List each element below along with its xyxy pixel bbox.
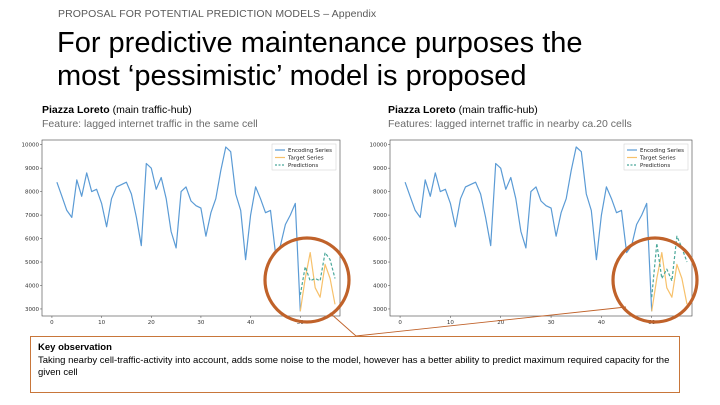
left-y-tick-label: 9000 xyxy=(25,166,39,172)
slide-title: For predictive maintenance purposes the … xyxy=(57,27,697,93)
left-legend-box xyxy=(271,143,337,171)
right-connector-line xyxy=(355,306,627,337)
right-y-tick-label: 9000 xyxy=(373,166,387,172)
left-legend-label-predictions: Predictions xyxy=(288,163,318,169)
left-x-tick-label: 10 xyxy=(98,320,105,326)
left-connector-line xyxy=(329,312,357,337)
right-target-series-line xyxy=(651,252,688,312)
left-chart: 3000 4000 5000 6000 7000 8000 9000 10000 0 10 20 30… xyxy=(22,139,351,326)
right-x-tick-label: 0 xyxy=(398,320,402,326)
slide-title-line-1: For predictive maintenance purposes the xyxy=(57,27,583,59)
key-observation-text: Taking nearby cell-traffic-activity into… xyxy=(38,354,670,379)
left-y-tick-label: 5000 xyxy=(25,260,39,266)
right-panel-location: Piazza Loreto xyxy=(388,104,456,116)
slide-kicker: PROPOSAL FOR POTENTIAL PREDICTION MODELS… xyxy=(58,8,377,20)
right-encoding-series-line xyxy=(404,146,653,312)
right-y-tick-label: 7000 xyxy=(373,213,387,219)
left-predictions-line xyxy=(299,252,336,296)
left-legend-label-target-series: Target Series xyxy=(287,156,324,162)
left-panel-location-note: (main traffic-hub) xyxy=(109,104,192,116)
right-x-tick-label: 10 xyxy=(447,320,454,326)
right-chart: 3000 4000 5000 6000 7000 8000 9000 10000 0 10 20 30… xyxy=(370,139,699,326)
left-panel-location: Piazza Loreto xyxy=(42,104,110,116)
left-panel-header: Piazza Loreto (main traffic-hub) Feature… xyxy=(42,103,258,131)
key-observation-box: Key observation Taking nearby cell-traff… xyxy=(30,336,680,393)
left-y-tick-label: 4000 xyxy=(25,283,39,289)
key-observation-title: Key observation xyxy=(38,342,112,353)
right-panel-location-note: (main traffic-hub) xyxy=(455,104,538,116)
right-y-tick-label: 10000 xyxy=(370,143,388,149)
left-legend-label-encoding-series: Encoding Series xyxy=(288,148,332,154)
left-encoding-series-line xyxy=(56,146,301,312)
right-y-tick-label: 4000 xyxy=(373,283,387,289)
left-y-tick-label: 8000 xyxy=(25,190,39,196)
right-x-tick-label: 30 xyxy=(548,320,555,326)
left-panel-feature: Feature: lagged internet traffic in the … xyxy=(42,118,258,130)
slide-title-line-2: most ‘pessimistic’ model is proposed xyxy=(57,60,527,92)
right-legend-label-predictions: Predictions xyxy=(640,163,670,169)
left-y-tick-label: 3000 xyxy=(25,307,39,313)
left-highlight-circle xyxy=(263,236,351,324)
left-x-tick-label: 40 xyxy=(247,320,254,326)
left-x-tick-label: 30 xyxy=(197,320,204,326)
right-predictions-line xyxy=(651,235,688,298)
right-x-tick-label: 20 xyxy=(497,320,504,326)
left-x-tick-label: 20 xyxy=(148,320,155,326)
left-y-tick-label: 6000 xyxy=(25,237,39,243)
left-target-series-line xyxy=(299,252,336,312)
right-y-tick-label: 3000 xyxy=(373,307,387,313)
right-panel-feature: Features: lagged internet traffic in nea… xyxy=(388,118,632,130)
right-legend-label-target-series: Target Series xyxy=(639,156,676,162)
right-y-tick-label: 5000 xyxy=(373,260,387,266)
left-x-tick-label: 0 xyxy=(50,320,54,326)
right-y-tick-label: 6000 xyxy=(373,237,387,243)
right-highlight-circle xyxy=(611,236,699,324)
right-legend-label-encoding-series: Encoding Series xyxy=(640,148,684,154)
left-y-tick-label: 7000 xyxy=(25,213,39,219)
left-y-tick-label: 10000 xyxy=(22,143,40,149)
right-x-tick-label: 40 xyxy=(598,320,605,326)
right-y-tick-label: 8000 xyxy=(373,190,387,196)
right-panel-header: Piazza Loreto (main traffic-hub) Feature… xyxy=(388,103,632,131)
